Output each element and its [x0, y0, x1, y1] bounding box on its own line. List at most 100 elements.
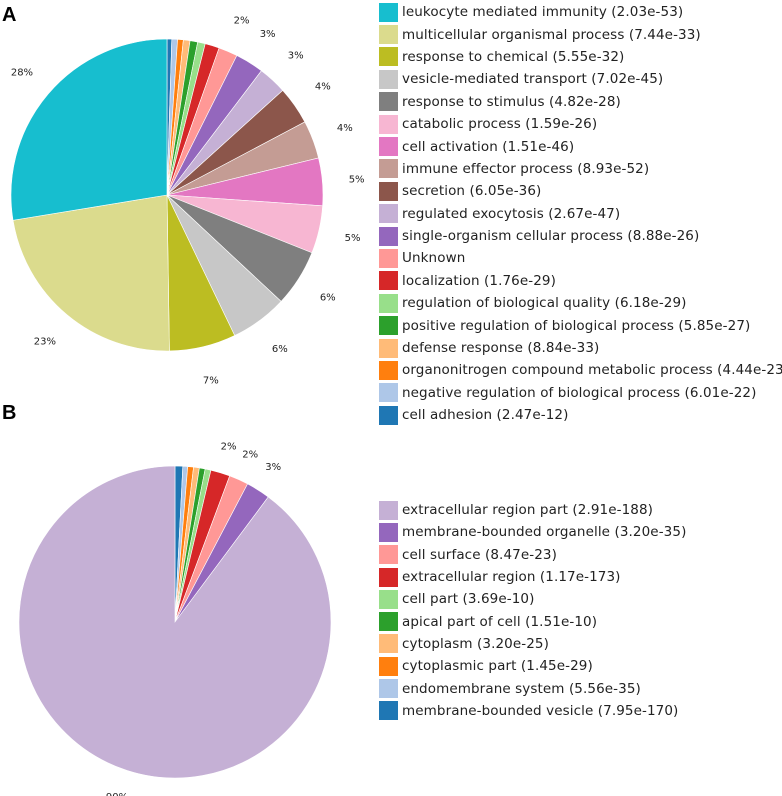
legend-item-regulated-exocytosis: regulated exocytosis (2.67e-47): [379, 203, 782, 225]
legend-label: cytoplasmic part (1.45e-29): [402, 658, 593, 675]
slice-label-cell-surface: 2%: [242, 449, 258, 460]
legend-item-single-organism-cellular-process: single-organism cellular process (8.88e-…: [379, 225, 782, 247]
legend-swatch: [379, 25, 398, 45]
legend-item-localization: localization (1.76e-29): [379, 270, 782, 292]
legend-swatch: [379, 545, 398, 565]
legend-label: cell part (3.69e-10): [402, 591, 535, 608]
legend-swatch: [379, 567, 398, 587]
pie-slice-leukocyte-mediated-immunity: [10, 38, 168, 221]
legend-label: cytoplasm (3.20e-25): [402, 635, 549, 652]
legend-item-cell-activation: cell activation (1.51e-46): [379, 135, 782, 157]
legend-item-immune-effector-process: immune effector process (8.93e-52): [379, 158, 782, 180]
legend-item-response-to-stimulus: response to stimulus (4.82e-28): [379, 91, 782, 113]
legend-swatch: [379, 226, 398, 246]
legend-label: endomembrane system (5.56e-35): [402, 680, 641, 697]
legend-item-defense-response: defense response (8.84e-33): [379, 337, 782, 359]
slice-label-unknown: 2%: [234, 15, 250, 26]
legend-item-catabolic-process: catabolic process (1.59e-26): [379, 113, 782, 135]
slice-label-vesicle-mediated-transport: 6%: [272, 344, 288, 355]
legend-label: cell surface (8.47e-23): [402, 546, 557, 563]
pie-slice-multicellular-organismal-process: [12, 194, 170, 352]
legend-item-leukocyte-mediated-immunity: leukocyte mediated immunity (2.03e-53): [379, 1, 782, 23]
legend-item-positive-regulation-of-biological-process: positive regulation of biological proces…: [379, 314, 782, 336]
legend-label: extracellular region part (2.91e-188): [402, 502, 654, 519]
panel-b: B 2% 2% 3% 90% extracellular region part (2…: [0, 398, 782, 796]
legend-label: multicellular organismal process (7.44e-…: [402, 26, 701, 43]
legend-label: catabolic process (1.59e-26): [402, 116, 598, 133]
legend-item-membrane-bounded-organelle: membrane-bounded organelle (3.20e-35): [379, 521, 686, 543]
legend-label: regulation of biological quality (6.18e-…: [402, 295, 687, 312]
legend-swatch: [379, 2, 398, 22]
legend-swatch: [379, 656, 398, 676]
legend-item-unknown: Unknown: [379, 247, 782, 269]
legend-label: secretion (6.05e-36): [402, 183, 542, 200]
panel-a: A 2% 3% 3% 4% 4% 5% 5% 6% 6% 7% 23% 28% leukocyte m…: [2, 1, 782, 426]
legend-item-multicellular-organismal-process: multicellular organismal process (7.44e-…: [379, 23, 782, 45]
legend-swatch: [379, 612, 398, 632]
legend-swatch: [379, 271, 398, 291]
legend-item-regulation-of-biological-quality: regulation of biological quality (6.18e-…: [379, 292, 782, 314]
legend-label: extracellular region (1.17e-173): [402, 569, 621, 586]
legend-label: response to stimulus (4.82e-28): [402, 93, 621, 110]
legend-label: apical part of cell (1.51e-10): [402, 613, 598, 630]
slice-label-extracellular-region-part: 90%: [106, 792, 128, 796]
panel-label-b: B: [2, 402, 17, 424]
slice-label-membrane-bounded-organelle: 3%: [265, 462, 281, 473]
legend-label: membrane-bounded vesicle (7.95e-170): [402, 702, 679, 719]
legend-item-extracellular-region: extracellular region (1.17e-173): [379, 566, 686, 588]
legend-swatch: [379, 114, 398, 134]
legend-label: localization (1.76e-29): [402, 272, 556, 289]
legend-item-response-to-chemical: response to chemical (5.55e-32): [379, 46, 782, 68]
legend-swatch: [379, 181, 398, 201]
legend-item-cell-adhesion: cell adhesion (2.47e-12): [379, 404, 782, 426]
legend-swatch: [379, 92, 398, 112]
legend-item-cell-part: cell part (3.69e-10): [379, 588, 686, 610]
legend-label: vesicle-mediated transport (7.02e-45): [402, 71, 664, 88]
panel-label-a: A: [2, 4, 17, 26]
legend-label: single-organism cellular process (8.88e-…: [402, 228, 700, 245]
legend-a: leukocyte mediated immunity (2.03e-53) mu…: [379, 1, 782, 426]
legend-label: cell adhesion (2.47e-12): [402, 407, 569, 424]
legend-item-extracellular-region-part: extracellular region part (2.91e-188): [379, 499, 686, 521]
slice-label-extracellular-region: 2%: [221, 441, 237, 452]
slice-label-cell-activation: 5%: [349, 174, 365, 185]
legend-label: regulated exocytosis (2.67e-47): [402, 205, 621, 222]
slice-label-immune-effector-process: 4%: [337, 123, 353, 134]
legend-item-cell-surface: cell surface (8.47e-23): [379, 544, 686, 566]
legend-label: organonitrogen compound metabolic proces…: [402, 362, 782, 379]
legend-swatch: [379, 522, 398, 542]
legend-label: leukocyte mediated immunity (2.03e-53): [402, 4, 684, 21]
legend-swatch: [379, 47, 398, 67]
legend-item-secretion: secretion (6.05e-36): [379, 180, 782, 202]
legend-label: negative regulation of biological proces…: [402, 384, 757, 401]
pie-slice-extracellular-region-part: [18, 465, 332, 779]
legend-item-endomembrane-system: endomembrane system (5.56e-35): [379, 677, 686, 699]
legend-swatch: [379, 383, 398, 403]
legend-swatch: [379, 159, 398, 179]
legend-swatch: [379, 634, 398, 654]
slice-label-response-to-chemical: 7%: [203, 376, 219, 387]
legend-label: membrane-bounded organelle (3.20e-35): [402, 524, 687, 541]
slice-label-response-to-stimulus: 6%: [320, 292, 336, 303]
legend-b: extracellular region part (2.91e-188) mem…: [379, 499, 686, 722]
slice-label-secretion: 4%: [315, 81, 331, 92]
legend-label: cell activation (1.51e-46): [402, 138, 575, 155]
legend-item-membrane-bounded-vesicle: membrane-bounded vesicle (7.95e-170): [379, 700, 686, 722]
legend-swatch: [379, 293, 398, 313]
legend-item-cytoplasm: cytoplasm (3.20e-25): [379, 633, 686, 655]
legend-swatch: [379, 338, 398, 358]
pie-chart-b: 2% 2% 3% 90%: [18, 441, 332, 796]
legend-label: Unknown: [402, 250, 466, 267]
legend-swatch: [379, 69, 398, 89]
legend-item-negative-regulation-of-biological-process: negative regulation of biological proces…: [379, 382, 782, 404]
pie-chart-a: 2% 3% 3% 4% 4% 5% 5% 6% 6% 7% 23% 28%: [10, 15, 365, 387]
legend-item-cytoplasmic-part: cytoplasmic part (1.45e-29): [379, 655, 686, 677]
legend-swatch: [379, 360, 398, 380]
legend-swatch: [379, 500, 398, 520]
legend-item-apical-part-of-cell: apical part of cell (1.51e-10): [379, 610, 686, 632]
legend-swatch: [379, 248, 398, 268]
legend-swatch: [379, 679, 398, 699]
legend-label: response to chemical (5.55e-32): [402, 48, 625, 65]
legend-swatch: [379, 137, 398, 157]
slice-label-catabolic-process: 5%: [345, 233, 361, 244]
